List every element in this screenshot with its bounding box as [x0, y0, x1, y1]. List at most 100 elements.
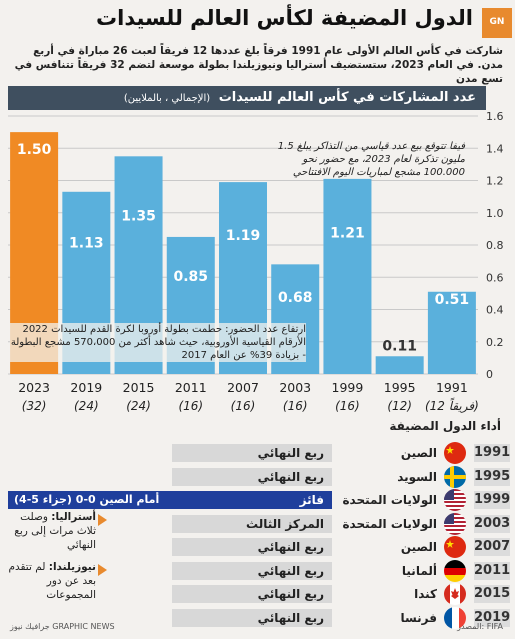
y-tick-label: 1.4: [486, 142, 504, 155]
x-tick-label: 1995: [384, 380, 416, 395]
page-title: الدول المضيفة لكأس العالم للسيدات: [96, 6, 473, 30]
usa-flag-icon: [444, 489, 466, 511]
x-tick-label: 2015: [123, 380, 155, 395]
australia-note-name: أستراليا:: [51, 511, 96, 523]
logo: GN: [482, 8, 512, 38]
x-tick-label: 1999: [332, 380, 364, 395]
host-result: ربع النهائي: [172, 444, 332, 462]
bar-value-label: 1.35: [121, 209, 156, 225]
canada-flag-icon: [444, 583, 466, 605]
bar-value-label: 1.19: [226, 228, 261, 244]
chart-y-ticks: 0 0.2 0.4 0.6 0.8 1.0 1.2 1.4 1.6: [486, 112, 504, 381]
footer-source: المصدر: FIFA: [457, 622, 503, 631]
host-year: 1995: [474, 467, 511, 486]
annotation-euro-attendance: ارتفاع عدد الحضور: حطمت بطولة أوروبا لكر…: [10, 323, 306, 362]
host-country: كندا: [414, 587, 437, 601]
footer-credit: جرافيك نيوز GRAPHIC NEWS: [10, 622, 115, 631]
y-tick-label: 1.2: [486, 175, 504, 188]
host-year: 1999: [474, 491, 511, 509]
host-row: 2011 ألمانيا ربع النهائي: [0, 559, 515, 582]
host-year: 2011: [474, 561, 511, 580]
team-count-label: (32): [22, 399, 47, 413]
host-result-text: المركز الثالث: [246, 516, 324, 531]
host-result-text: ربع النهائي: [257, 587, 324, 601]
host-row: 1999 الولايات المتحدة فائز أمام الصين 0-0 (…: [0, 489, 515, 511]
team-count-label: (12 فريقاً): [425, 397, 479, 413]
x-tick-label: 2023: [18, 380, 50, 395]
team-count-label: (24): [74, 399, 99, 413]
bar-1995: [375, 356, 424, 374]
chart-bars: 1.50 1.13 1.35 0.85 1.19 0.68 1.21 0.11 0.51: [10, 132, 476, 374]
y-tick-label: 0.4: [486, 304, 504, 317]
host-year: 2003: [474, 514, 511, 533]
host-result-text: ربع النهائي: [257, 610, 324, 625]
host-result: ربع النهائي: [172, 608, 332, 627]
bar-1991: [427, 291, 476, 374]
chart-header: عدد المشاركات في كأس العالم للسيدات (الإ…: [8, 86, 486, 110]
host-row: 2003 الولايات المتحدة المركز الثالث: [0, 512, 515, 535]
host-country: الصين: [400, 446, 437, 460]
bar-value-label: 0.85: [174, 269, 209, 285]
usa-flag-icon: [444, 512, 466, 535]
x-tick-label: 2003: [279, 380, 311, 395]
new-zealand-note: نيوزيلندا: لم تتقدم بعد عن دور المجموعات: [6, 560, 96, 602]
logo-text: GN: [489, 17, 505, 27]
team-count-label: (16): [283, 399, 308, 413]
host-result: ربع النهائي: [172, 585, 332, 603]
team-count-label: (12): [387, 399, 412, 413]
x-tick-label: 2019: [70, 380, 102, 395]
host-row: 2015 كندا ربع النهائي: [0, 583, 515, 605]
bar-value-label: 0.68: [278, 290, 313, 306]
chart-title: عدد المشاركات في كأس العالم للسيدات: [218, 90, 476, 105]
germany-flag-icon: [444, 559, 466, 582]
sweden-flag-icon: [444, 465, 466, 488]
host-country: الصين: [400, 540, 437, 554]
team-count-label: (24): [126, 399, 151, 413]
host-country: ألمانيا: [401, 563, 437, 578]
host-result: المركز الثالث: [172, 514, 332, 533]
china-flag-icon: [444, 536, 466, 558]
host-result: فائز أمام الصين 0-0 (جزاء 5-4): [8, 491, 332, 509]
team-count-label: (16): [178, 399, 203, 413]
host-result: ربع النهائي: [172, 538, 332, 556]
host-result: ربع النهائي: [172, 467, 332, 486]
host-country: الولايات المتحدة: [342, 516, 437, 531]
host-result-text: فائز: [299, 493, 324, 507]
new-zealand-arrow-icon: [98, 564, 107, 576]
host-result-text: ربع النهائي: [257, 563, 324, 578]
new-zealand-note-name: نيوزيلندا:: [48, 561, 96, 573]
host-row: 1995 السويد ربع النهائي: [0, 465, 515, 488]
australia-note: أستراليا: وصلت ثلاث مرات إلى ربع النهائي: [6, 510, 96, 552]
y-tick-label: 0: [486, 368, 493, 381]
x-tick-label: 2011: [175, 380, 207, 395]
bar-value-label: 1.21: [330, 226, 365, 242]
host-result-text: ربع النهائي: [257, 446, 324, 460]
new-zealand-note-text: لم تتقدم بعد عن دور المجموعات: [8, 561, 96, 601]
chart-x-labels: 2023 (32) 2019 (24) 2015 (24) 2011 (16) 2007 (16)…: [18, 380, 479, 413]
bar-value-label: 1.50: [17, 142, 52, 158]
host-performance-header: أداء الدول المضيفة: [389, 419, 501, 433]
annotation-ticket-sales: فيفا تتوقع بيع عدد قياسي من التذاكر يبلغ…: [277, 141, 465, 178]
x-tick-label: 1991: [436, 380, 468, 395]
bar-value-label: 1.13: [69, 235, 104, 251]
host-country: فرنسا: [400, 610, 437, 625]
host-year: 2019: [474, 608, 511, 627]
team-count-label: (16): [231, 399, 256, 413]
bar-value-label: 0.11: [382, 338, 417, 354]
australia-note-text: وصلت ثلاث مرات إلى ربع النهائي: [14, 511, 96, 551]
bar-value-label: 0.51: [435, 292, 470, 308]
page-subtitle: شاركت في كأس العالم الأولى عام 1991 فرقا…: [14, 45, 503, 85]
team-count-label: (16): [335, 399, 360, 413]
bar-1999: [323, 178, 372, 374]
y-tick-label: 1.0: [486, 207, 504, 220]
host-year: 1991: [474, 444, 511, 462]
y-tick-label: 0.2: [486, 336, 504, 349]
host-result-text: ربع النهائي: [257, 540, 324, 554]
y-tick-label: 0.8: [486, 239, 504, 252]
host-row: 2007 الصين ربع النهائي: [0, 536, 515, 558]
y-tick-label: 1.6: [486, 112, 504, 123]
host-row: 2019 فرنسا ربع النهائي: [0, 606, 515, 629]
x-tick-label: 2007: [227, 380, 259, 395]
final-score: أمام الصين 0-0 (جزاء 5-4): [14, 493, 160, 506]
france-flag-icon: [444, 606, 466, 629]
